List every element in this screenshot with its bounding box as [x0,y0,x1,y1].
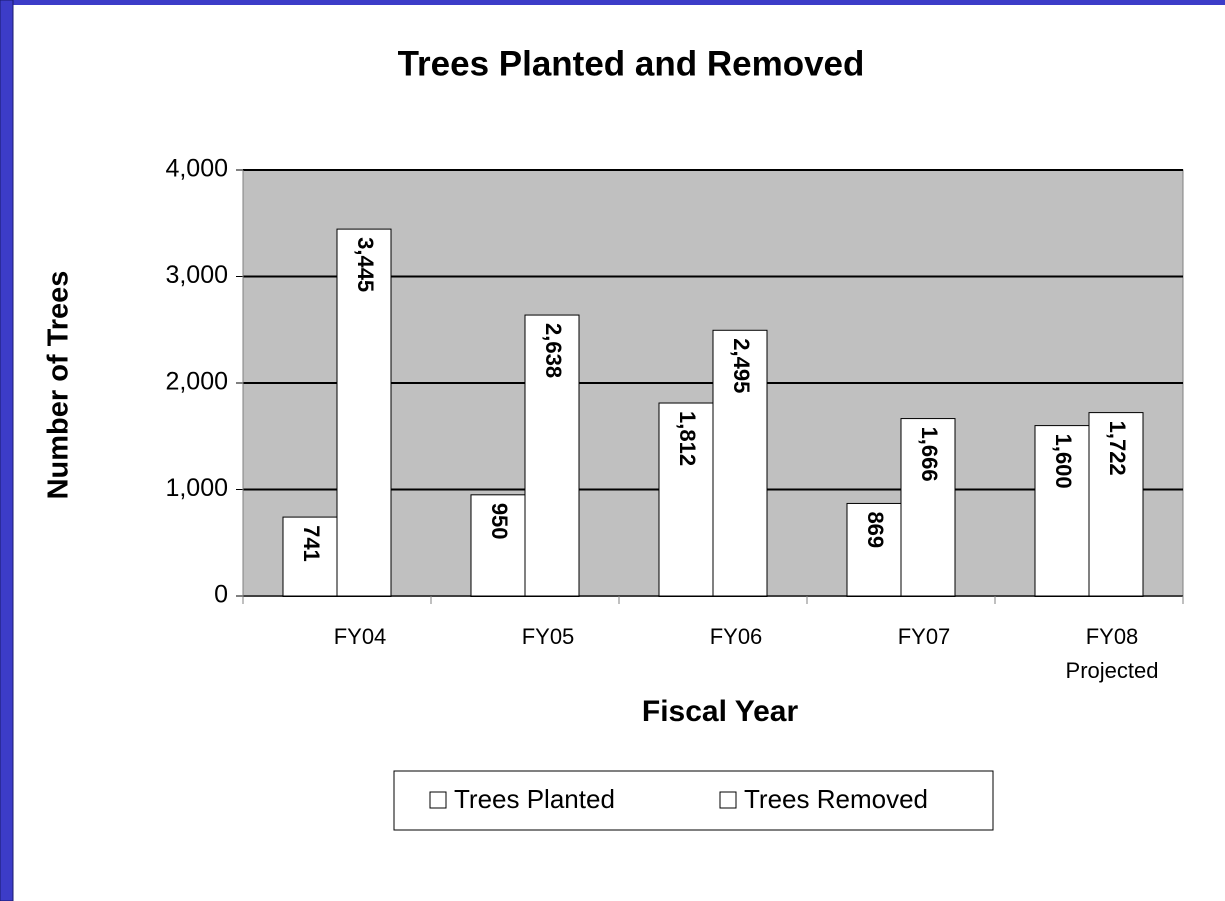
x-tick-label: FY05 [521,624,575,649]
legend-marker [429,791,447,809]
bar [658,402,714,597]
y-tick-label: 3,000 [165,261,228,289]
data-label: 3,445 [353,237,378,292]
data-label: 950 [487,503,512,540]
bar [1034,425,1090,597]
legend-label: Trees Planted [454,784,615,814]
bar [712,329,768,597]
frame-top [0,0,1225,5]
x-axis-title: Fiscal Year [642,695,799,728]
bar [336,228,392,597]
bar [282,516,338,597]
data-label: 741 [299,525,324,562]
data-label: 1,666 [917,427,942,482]
data-label: 2,495 [729,338,754,393]
frame-left [0,0,14,901]
y-tick-label: 2,000 [165,368,228,396]
x-tick-label: FY08 Projected [1065,624,1159,683]
y-tick-label: 4,000 [165,155,228,183]
bar [524,314,580,597]
chart-title: Trees Planted and Removed [398,44,865,83]
bar [900,418,956,597]
legend-box [393,770,994,831]
x-tick-label: FY06 [709,624,763,649]
data-label: 1,600 [1051,434,1076,489]
y-tick-label: 1,000 [165,474,228,502]
data-label: 2,638 [541,323,566,378]
x-tick-label: FY04 [333,624,387,649]
legend-label: Trees Removed [744,784,928,814]
data-label: 869 [863,511,888,548]
x-tick-label: FY07 [897,624,951,649]
data-label: 1,812 [675,411,700,466]
legend-marker [719,791,737,809]
data-label: 1,722 [1105,421,1130,476]
bar [1088,412,1144,597]
y-axis-title: Number of Trees [43,271,75,500]
y-tick-label: 0 [214,581,228,609]
